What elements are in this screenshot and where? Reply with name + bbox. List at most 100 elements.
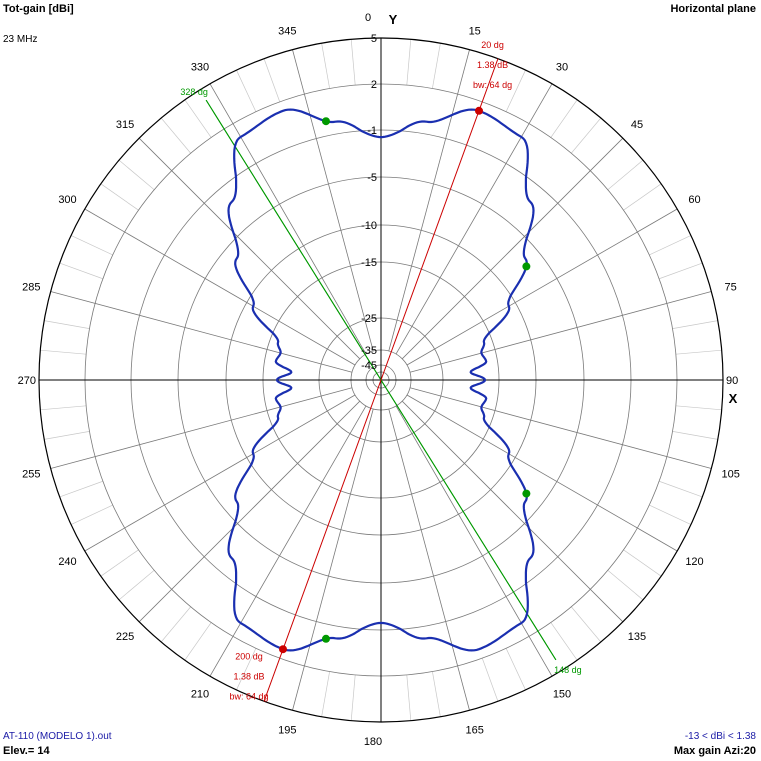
fine-spoke	[406, 674, 412, 721]
fine-spoke	[649, 235, 692, 256]
max-gain-label: Max gain Azi:20	[673, 745, 756, 757]
fine-spoke	[350, 39, 356, 86]
max-gain-label: 200 dg	[235, 651, 263, 661]
azimuth-tick-label: 45	[631, 119, 643, 131]
azimuth-tick-label: 90	[726, 375, 738, 387]
azimuth-tick-label: 165	[466, 725, 484, 737]
fine-spoke	[184, 99, 212, 138]
beamwidth-point	[321, 117, 330, 126]
elevation-label: Elev.= 14	[3, 745, 50, 757]
fine-spoke	[263, 58, 281, 102]
major-spoke	[50, 291, 353, 373]
azimuth-tick-label: 315	[116, 119, 134, 131]
fine-spoke	[623, 549, 662, 577]
fine-spoke	[118, 159, 155, 191]
fine-spoke	[236, 648, 257, 691]
max-gain-label: 1.38 dB	[233, 671, 264, 681]
fine-spoke	[70, 235, 113, 256]
azimuth-tick-label: 270	[18, 375, 36, 387]
beamwidth-point	[522, 489, 531, 498]
max-gain-point	[279, 645, 288, 654]
fine-spoke	[672, 431, 718, 440]
chart-title: Tot-gain [dBi]	[3, 3, 74, 15]
azimuth-tick-label: 75	[725, 281, 737, 293]
x-axis-label: X	[729, 391, 738, 406]
frequency-label: 23 MHz	[3, 34, 38, 45]
azimuth-tick-label: 225	[116, 631, 134, 643]
fine-spoke	[675, 349, 722, 355]
fine-spoke	[184, 622, 212, 661]
major-spoke	[50, 387, 353, 469]
radial-tick-label: -25	[361, 313, 377, 325]
major-spoke	[292, 408, 374, 711]
fine-spoke	[432, 43, 441, 89]
file-name-label: AT-110 (MODELO 1).out	[3, 731, 112, 742]
fine-spoke	[100, 183, 139, 211]
plane-label: Horizontal plane	[670, 3, 756, 15]
azimuth-tick-label: 105	[721, 469, 739, 481]
major-spoke	[138, 400, 361, 623]
pattern-series-line	[227, 108, 535, 652]
azimuth-tick-label: 330	[191, 61, 209, 73]
fine-spoke	[675, 405, 722, 411]
max-gain-label: 1.38 dB	[477, 60, 508, 70]
fine-spoke	[59, 262, 103, 280]
fine-spoke	[505, 69, 526, 112]
azimuth-tick-label: 240	[58, 556, 76, 568]
y-axis-label: Y	[389, 12, 398, 27]
fine-spoke	[160, 606, 192, 643]
major-spoke	[409, 291, 712, 373]
fine-spoke	[321, 671, 330, 717]
major-spoke	[401, 400, 624, 623]
beamwidth-label: 148 dg	[554, 665, 582, 675]
major-spoke	[406, 394, 678, 552]
major-spoke	[84, 208, 356, 366]
fine-spoke	[623, 183, 662, 211]
fine-spoke	[40, 349, 87, 355]
fine-spoke	[118, 569, 155, 601]
fine-spoke	[59, 480, 103, 498]
azimuth-tick-label: 60	[688, 194, 700, 206]
azimuth-tick-label: 30	[556, 61, 568, 73]
fine-spoke	[505, 648, 526, 691]
fine-spoke	[659, 480, 703, 498]
fine-spoke	[607, 159, 644, 191]
fine-spoke	[321, 43, 330, 89]
radial-tick-label: -5	[367, 172, 377, 184]
fine-spoke	[44, 320, 90, 329]
major-spoke	[401, 137, 624, 360]
max-gain-label: bw: 64 dg	[229, 691, 268, 701]
max-gain-label: bw: 64 dg	[473, 80, 512, 90]
max-gain-point	[474, 106, 483, 115]
radial-tick-label: -45	[361, 360, 377, 372]
azimuth-tick-label: 150	[553, 689, 571, 701]
pattern-layer	[227, 106, 535, 654]
radial-tick-label: 5	[371, 33, 377, 45]
azimuth-tick-label: 120	[685, 556, 703, 568]
azimuth-tick-label: 180	[364, 736, 382, 748]
fine-spoke	[160, 117, 192, 154]
fine-spoke	[70, 504, 113, 525]
radial-tick-label: -10	[361, 220, 377, 232]
azimuth-tick-label: 15	[469, 25, 481, 37]
radial-tick-label: 2	[371, 79, 377, 91]
major-spoke	[209, 83, 367, 355]
azimuth-tick-label: 300	[58, 194, 76, 206]
fine-spoke	[44, 431, 90, 440]
major-spoke	[409, 387, 712, 469]
fine-spoke	[649, 504, 692, 525]
polar-grid	[38, 37, 724, 723]
azimuth-tick-label: 210	[191, 689, 209, 701]
major-spoke	[292, 49, 374, 352]
major-spoke	[138, 137, 361, 360]
beamwidth-label: 328 dg	[180, 87, 208, 97]
fine-spoke	[406, 39, 412, 86]
major-spoke	[395, 405, 553, 677]
beamwidth-point	[321, 634, 330, 643]
azimuth-tick-label: 285	[22, 281, 40, 293]
azimuth-tick-label: 345	[278, 25, 296, 37]
fine-spoke	[40, 405, 87, 411]
major-spoke	[388, 49, 470, 352]
fine-spoke	[570, 117, 602, 154]
